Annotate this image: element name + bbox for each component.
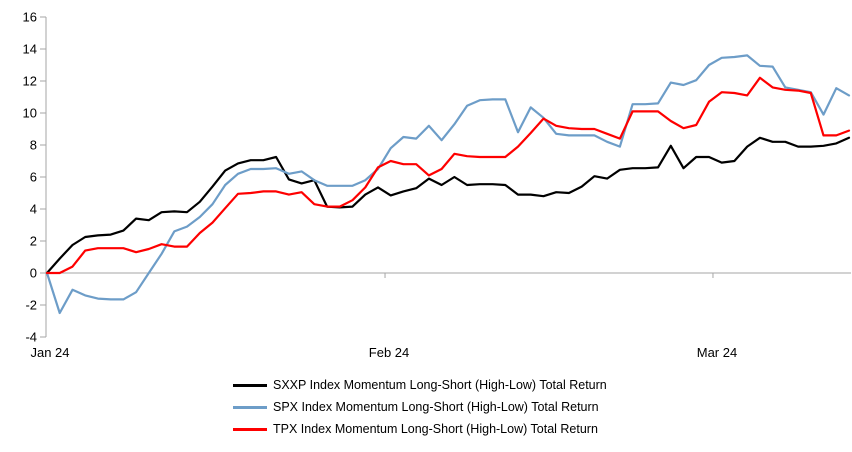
x-tick-label: Jan 24: [30, 345, 69, 360]
legend: SXXP Index Momentum Long-Short (High-Low…: [233, 374, 607, 440]
legend-line-swatch-tpx: [233, 427, 267, 431]
y-tick-label: 14: [23, 42, 37, 57]
legend-label-sxxp: SXXP Index Momentum Long-Short (High-Low…: [273, 378, 607, 392]
legend-item-tpx: TPX Index Momentum Long-Short (High-Low)…: [233, 418, 607, 440]
y-tick-label: 12: [23, 74, 37, 89]
y-tick-label: 16: [23, 10, 37, 25]
legend-line-swatch-spx: [233, 405, 267, 409]
x-tick-label: Mar 24: [697, 345, 737, 360]
y-tick-label: 0: [30, 266, 37, 281]
y-tick-label: -4: [25, 330, 37, 345]
legend-label-spx: SPX Index Momentum Long-Short (High-Low)…: [273, 400, 599, 414]
y-tick-label: 10: [23, 106, 37, 121]
y-tick-label: 2: [30, 234, 37, 249]
y-tick-label: -2: [25, 298, 37, 313]
legend-label-tpx: TPX Index Momentum Long-Short (High-Low)…: [273, 422, 598, 436]
y-tick-label: 6: [30, 170, 37, 185]
series-line-spx: [45, 54, 851, 315]
legend-item-spx: SPX Index Momentum Long-Short (High-Low)…: [233, 396, 607, 418]
series-line-sxxp: [45, 136, 851, 275]
legend-line-swatch-sxxp: [233, 383, 267, 387]
x-tick-label: Feb 24: [369, 345, 409, 360]
y-tick-label: 4: [30, 202, 37, 217]
legend-item-sxxp: SXXP Index Momentum Long-Short (High-Low…: [233, 374, 607, 396]
y-tick-label: 8: [30, 138, 37, 153]
series-line-tpx: [45, 76, 851, 275]
